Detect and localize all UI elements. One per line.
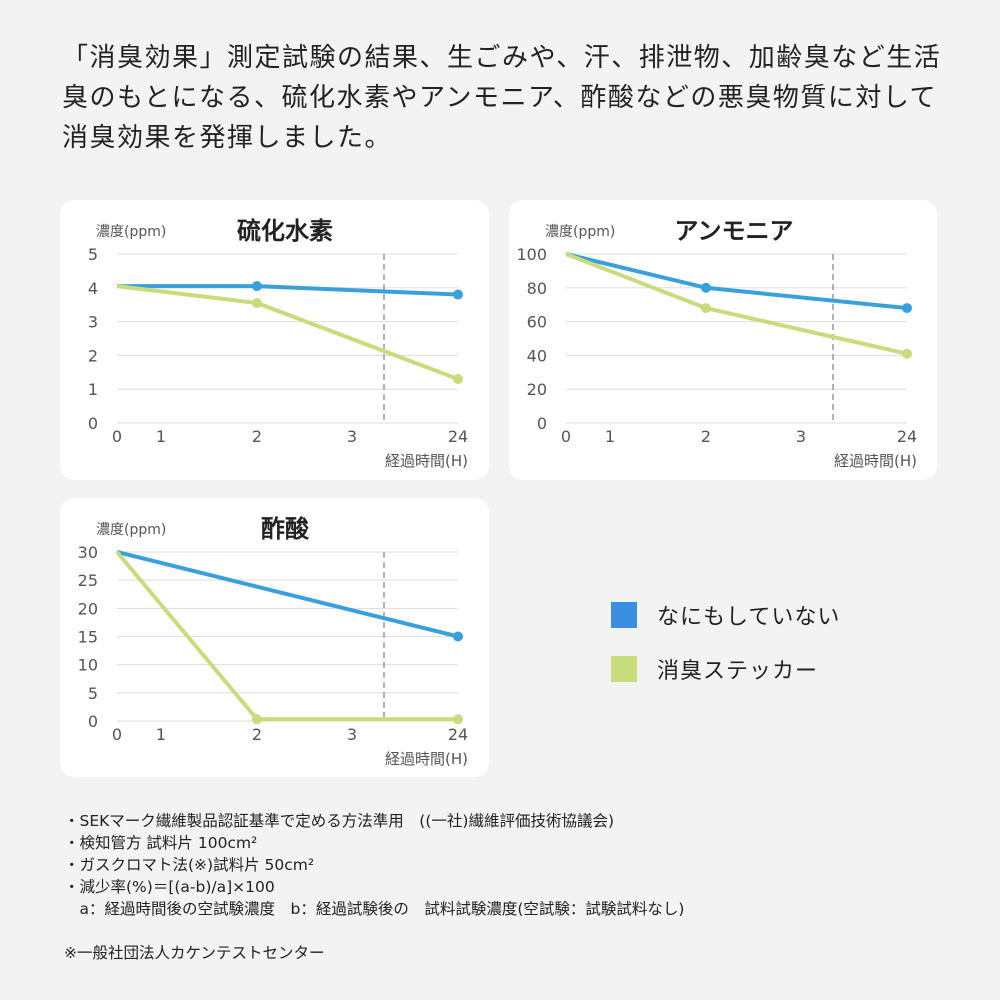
x-tick-label: 2 <box>252 725 262 744</box>
x-tick-label: 24 <box>448 725 468 744</box>
x-tick-label: 2 <box>252 427 262 446</box>
y-axis-label: 濃度(ppm) <box>545 224 615 240</box>
y-tick-label: 1 <box>88 380 98 399</box>
y-tick-label: 100 <box>516 245 547 264</box>
data-point <box>701 282 711 293</box>
notes: ・SEKマーク繊維製品認証基準で定める方法準用 ((一社)繊維評価技術協議会) … <box>64 810 684 964</box>
data-point <box>453 714 463 725</box>
y-tick-label: 10 <box>78 656 98 675</box>
x-tick-label: 2 <box>701 427 711 446</box>
y-tick-label: 3 <box>88 313 98 332</box>
chart-acetic: 濃度(ppm) 酢酸 0 5 10 15 20 25 30 0 1 2 3 24 経過時間(H) <box>78 515 469 768</box>
y-tick-label: 4 <box>88 279 98 298</box>
legend: なにもしていない 消臭ステッカー <box>611 600 840 708</box>
intro-text: 「消臭効果」測定試験の結果、生ごみや、汗、排泄物、加齢臭など生活臭のもとになる、… <box>62 43 942 153</box>
chart-title: アンモニア <box>674 217 793 245</box>
x-tick-label: 0 <box>561 427 571 446</box>
legend-item-none: なにもしていない <box>611 600 840 630</box>
chart-card-acetic: 濃度(ppm) 酢酸 0 5 10 15 20 25 30 0 1 2 3 24 経過時間(H) <box>60 498 489 777</box>
x-tick-label: 24 <box>448 427 468 446</box>
y-axis-label: 濃度(ppm) <box>96 522 166 538</box>
y-tick-label: 20 <box>78 599 98 618</box>
chart-card-ammonia: 濃度(ppm) アンモニア 0 20 40 60 80 100 0 1 2 3 24 経過時間(H) <box>509 200 937 480</box>
x-tick-label: 1 <box>605 427 615 446</box>
y-tick-label: 15 <box>78 628 98 647</box>
data-point <box>453 631 463 642</box>
x-tick-label: 1 <box>156 427 166 446</box>
x-tick-label: 3 <box>347 725 357 744</box>
y-tick-label: 0 <box>88 712 98 731</box>
x-tick-label: 24 <box>897 427 917 446</box>
chart-ammonia: 濃度(ppm) アンモニア 0 20 40 60 80 100 0 1 2 3 24 経過時間(H) <box>516 217 917 470</box>
x-tick-label: 3 <box>796 427 806 446</box>
series-line <box>116 550 459 639</box>
data-point <box>453 374 463 385</box>
data-point <box>252 281 262 292</box>
note-line: ・検知管方 試料片 100cm² <box>64 834 258 852</box>
note-line: a：経過時間後の空試験濃度 b：経過試験後の 試料試験濃度(空試験：試験試料なし… <box>64 900 685 918</box>
chart-title: 酢酸 <box>261 515 310 543</box>
series-line <box>116 284 459 381</box>
y-axis-label: 濃度(ppm) <box>96 224 166 240</box>
x-tick-label: 3 <box>347 427 357 446</box>
x-axis-label: 経過時間(H) <box>385 452 468 470</box>
note-line: ・SEKマーク繊維製品認証基準で定める方法準用 ((一社)繊維評価技術協議会) <box>64 812 614 830</box>
x-tick-label: 1 <box>156 725 166 744</box>
legend-item-sticker: 消臭ステッカー <box>611 654 840 684</box>
note-line: ※一般社団法人カケンテストセンター <box>64 944 325 962</box>
data-point <box>252 714 262 725</box>
y-tick-label: 0 <box>537 414 547 433</box>
y-tick-label: 80 <box>527 279 547 298</box>
data-point <box>902 348 912 359</box>
y-tick-label: 0 <box>88 414 98 433</box>
note-line: ・減少率(%)＝[(a-b)/a]×100 <box>64 878 275 896</box>
x-axis-label: 経過時間(H) <box>834 452 917 470</box>
legend-label: 消臭ステッカー <box>657 659 819 684</box>
x-tick-label: 0 <box>112 427 122 446</box>
legend-swatch <box>611 602 637 628</box>
y-tick-label: 30 <box>78 543 98 562</box>
chart-card-h2s: 濃度(ppm) 硫化水素 0 1 2 3 4 5 0 1 2 3 24 経過時間(H) <box>60 200 489 480</box>
y-tick-label: 60 <box>527 313 547 332</box>
y-tick-label: 5 <box>88 684 98 703</box>
y-tick-label: 20 <box>527 380 547 399</box>
x-axis-label: 経過時間(H) <box>385 750 468 768</box>
data-point <box>902 303 912 314</box>
legend-label: なにもしていない <box>657 605 841 630</box>
chart-h2s: 濃度(ppm) 硫化水素 0 1 2 3 4 5 0 1 2 3 24 経過時間(H) <box>88 217 468 470</box>
series-line <box>565 252 908 311</box>
y-tick-label: 2 <box>88 346 98 365</box>
legend-swatch <box>611 656 637 682</box>
note-line <box>64 920 684 942</box>
y-tick-label: 40 <box>527 346 547 365</box>
chart-title: 硫化水素 <box>237 217 333 245</box>
data-point <box>252 298 262 309</box>
data-point <box>701 303 711 314</box>
series-line <box>115 550 458 722</box>
x-tick-label: 0 <box>112 725 122 744</box>
data-point <box>453 289 463 300</box>
note-line: ・ガスクロマト法(※)試料片 50cm² <box>64 856 315 874</box>
y-tick-label: 25 <box>78 571 98 590</box>
y-tick-label: 5 <box>88 245 98 264</box>
